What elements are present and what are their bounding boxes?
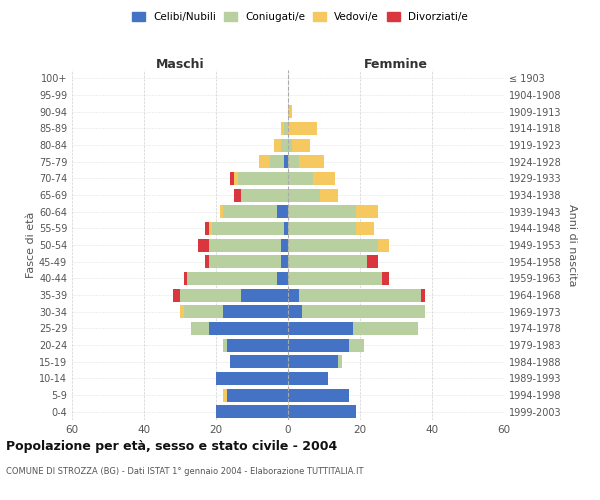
Bar	[349, 338, 364, 351]
Bar	[205, 255, 209, 268]
Bar	[191, 322, 209, 335]
Bar	[292, 138, 310, 151]
Bar	[230, 355, 288, 368]
Bar	[216, 405, 288, 418]
Text: COMUNE DI STROZZA (BG) - Dati ISTAT 1° gennaio 2004 - Elaborazione TUTTITALIA.IT: COMUNE DI STROZZA (BG) - Dati ISTAT 1° g…	[6, 468, 364, 476]
Bar	[223, 305, 288, 318]
Bar	[288, 105, 292, 118]
Bar	[230, 172, 234, 185]
Bar	[234, 188, 241, 202]
Bar	[367, 255, 378, 268]
Bar	[180, 305, 184, 318]
Bar	[223, 338, 227, 351]
Bar	[227, 388, 288, 402]
Bar	[227, 338, 288, 351]
Bar	[288, 388, 349, 402]
Bar	[382, 272, 389, 285]
Bar	[356, 222, 374, 235]
Bar	[216, 372, 288, 385]
Bar	[288, 188, 320, 202]
Bar	[288, 288, 299, 302]
Bar	[277, 272, 288, 285]
Legend: Celibi/Nubili, Coniugati/e, Vedovi/e, Divorziati/e: Celibi/Nubili, Coniugati/e, Vedovi/e, Di…	[130, 10, 470, 24]
Bar	[270, 155, 284, 168]
Bar	[277, 205, 288, 218]
Text: Maschi: Maschi	[155, 58, 205, 71]
Bar	[209, 238, 281, 252]
Bar	[284, 155, 288, 168]
Bar	[274, 138, 281, 151]
Bar	[288, 205, 356, 218]
Bar	[288, 222, 356, 235]
Bar	[288, 405, 356, 418]
Bar	[378, 238, 389, 252]
Bar	[421, 288, 425, 302]
Bar	[281, 255, 288, 268]
Bar	[209, 255, 281, 268]
Bar	[302, 305, 425, 318]
Bar	[234, 172, 238, 185]
Bar	[184, 272, 187, 285]
Bar	[284, 122, 288, 135]
Bar	[356, 205, 378, 218]
Bar	[223, 388, 227, 402]
Bar	[353, 322, 418, 335]
Bar	[284, 222, 288, 235]
Bar	[281, 238, 288, 252]
Bar	[281, 138, 288, 151]
Bar	[288, 172, 313, 185]
Text: Popolazione per età, sesso e stato civile - 2004: Popolazione per età, sesso e stato civil…	[6, 440, 337, 453]
Bar	[259, 155, 270, 168]
Bar	[205, 222, 209, 235]
Bar	[241, 188, 288, 202]
Bar	[299, 155, 324, 168]
Bar	[288, 355, 338, 368]
Bar	[223, 205, 277, 218]
Bar	[184, 305, 223, 318]
Y-axis label: Fasce di età: Fasce di età	[26, 212, 36, 278]
Bar	[313, 172, 335, 185]
Bar	[180, 288, 241, 302]
Bar	[288, 155, 299, 168]
Bar	[299, 288, 421, 302]
Bar	[209, 222, 212, 235]
Bar	[288, 272, 382, 285]
Bar	[288, 122, 317, 135]
Bar	[173, 288, 180, 302]
Bar	[288, 138, 292, 151]
Bar	[288, 372, 328, 385]
Bar	[212, 222, 284, 235]
Bar	[238, 172, 288, 185]
Bar	[220, 205, 223, 218]
Bar	[288, 322, 353, 335]
Text: Femmine: Femmine	[364, 58, 428, 71]
Bar	[288, 238, 378, 252]
Bar	[209, 322, 288, 335]
Bar	[288, 338, 349, 351]
Bar	[187, 272, 277, 285]
Bar	[241, 288, 288, 302]
Y-axis label: Anni di nascita: Anni di nascita	[567, 204, 577, 286]
Bar	[288, 305, 302, 318]
Bar	[338, 355, 342, 368]
Bar	[320, 188, 338, 202]
Bar	[281, 122, 284, 135]
Bar	[198, 238, 209, 252]
Bar	[288, 255, 367, 268]
